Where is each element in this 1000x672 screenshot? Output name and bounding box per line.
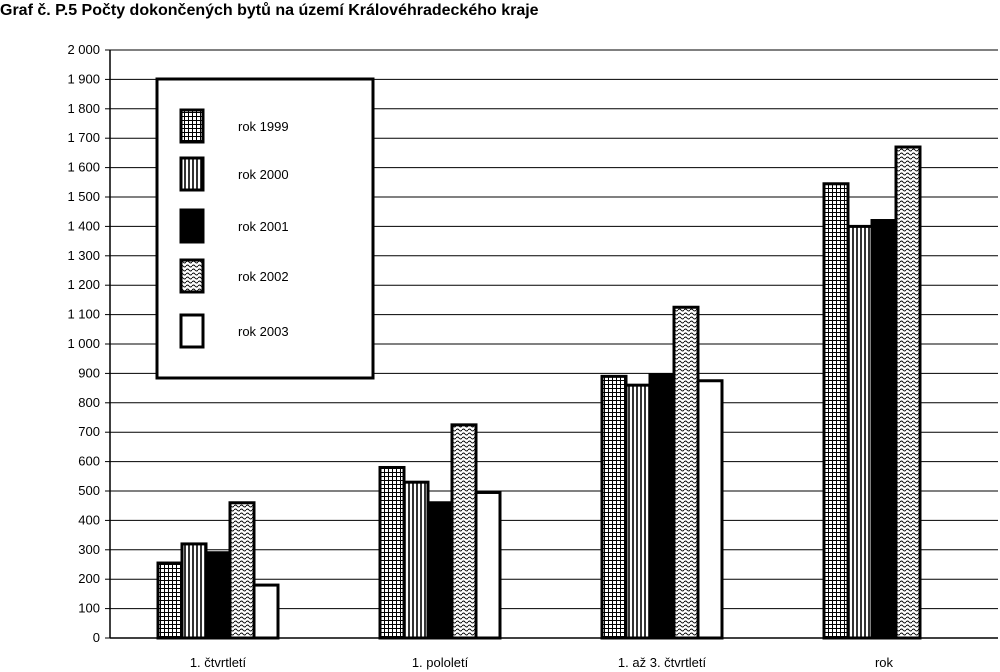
bar bbox=[450, 423, 478, 640]
bar bbox=[474, 490, 502, 640]
legend-swatch bbox=[179, 313, 205, 349]
y-tick-label: 1 700 bbox=[67, 130, 100, 145]
y-tick-label: 300 bbox=[78, 542, 100, 557]
legend-swatch bbox=[179, 108, 205, 144]
y-tick-label: 1 400 bbox=[67, 218, 100, 233]
bar bbox=[228, 501, 256, 640]
legend: rok 1999 rok 2000 rok 2001 rok 2002 rok 2003 bbox=[155, 77, 375, 380]
bars bbox=[156, 145, 922, 640]
y-tick-label: 800 bbox=[78, 395, 100, 410]
x-tick-label: 1. pololetí bbox=[412, 655, 469, 670]
legend-label: rok 2000 bbox=[238, 167, 289, 182]
legend-swatch bbox=[179, 208, 205, 244]
bar bbox=[156, 561, 184, 640]
legend-swatch bbox=[179, 258, 205, 294]
y-tick-label: 100 bbox=[78, 601, 100, 616]
bar bbox=[204, 551, 232, 640]
y-tick-label: 900 bbox=[78, 365, 100, 380]
x-tick-label: 1. až 3. čtvrtletí bbox=[618, 655, 707, 670]
chart-title: Graf č. P.5 Počty dokončených bytů na úz… bbox=[0, 2, 539, 19]
x-axis-labels: 1. čtvrtletí 1. pololetí 1. až 3. čtvrtlet… bbox=[190, 655, 894, 670]
y-tick-label: 1 500 bbox=[67, 189, 100, 204]
y-tick-label: 200 bbox=[78, 571, 100, 586]
legend-label: rok 2003 bbox=[238, 324, 289, 339]
legend-label: rok 2001 bbox=[238, 219, 289, 234]
bar bbox=[870, 219, 898, 640]
bar bbox=[426, 501, 454, 640]
x-tick-label: rok bbox=[875, 655, 894, 670]
y-tick-label: 700 bbox=[78, 424, 100, 439]
bar bbox=[600, 374, 628, 640]
x-tick-label: 1. čtvrtletí bbox=[190, 655, 247, 670]
y-tick-label: 1 300 bbox=[67, 248, 100, 263]
bar bbox=[672, 305, 700, 640]
y-tick-label: 1 000 bbox=[67, 336, 100, 351]
legend-label: rok 1999 bbox=[238, 119, 289, 134]
y-tick-label: 1 200 bbox=[67, 277, 100, 292]
bar bbox=[846, 224, 874, 640]
axes bbox=[109, 50, 998, 639]
y-tick-label: 600 bbox=[78, 454, 100, 469]
y-tick-label: 1 600 bbox=[67, 160, 100, 175]
bar bbox=[822, 182, 850, 640]
bar bbox=[378, 465, 406, 640]
y-axis-ticks: 0 100 200 300 400 500 600 700 800 900 1 000 1 100 1 … bbox=[67, 42, 110, 645]
y-tick-label: 1 900 bbox=[67, 71, 100, 86]
bar bbox=[894, 145, 922, 640]
bar bbox=[180, 542, 208, 640]
bar bbox=[696, 379, 724, 640]
y-tick-label: 500 bbox=[78, 483, 100, 498]
y-tick-label: 2 000 bbox=[67, 42, 100, 57]
legend-label: rok 2002 bbox=[238, 269, 289, 284]
legend-swatch bbox=[179, 156, 205, 192]
y-tick-label: 0 bbox=[93, 630, 100, 645]
y-tick-label: 1 800 bbox=[67, 101, 100, 116]
bar bbox=[648, 373, 676, 640]
bar bbox=[252, 583, 280, 640]
bar bbox=[402, 480, 430, 640]
y-tick-label: 1 100 bbox=[67, 307, 100, 322]
y-tick-label: 400 bbox=[78, 512, 100, 527]
bar bbox=[624, 383, 652, 640]
